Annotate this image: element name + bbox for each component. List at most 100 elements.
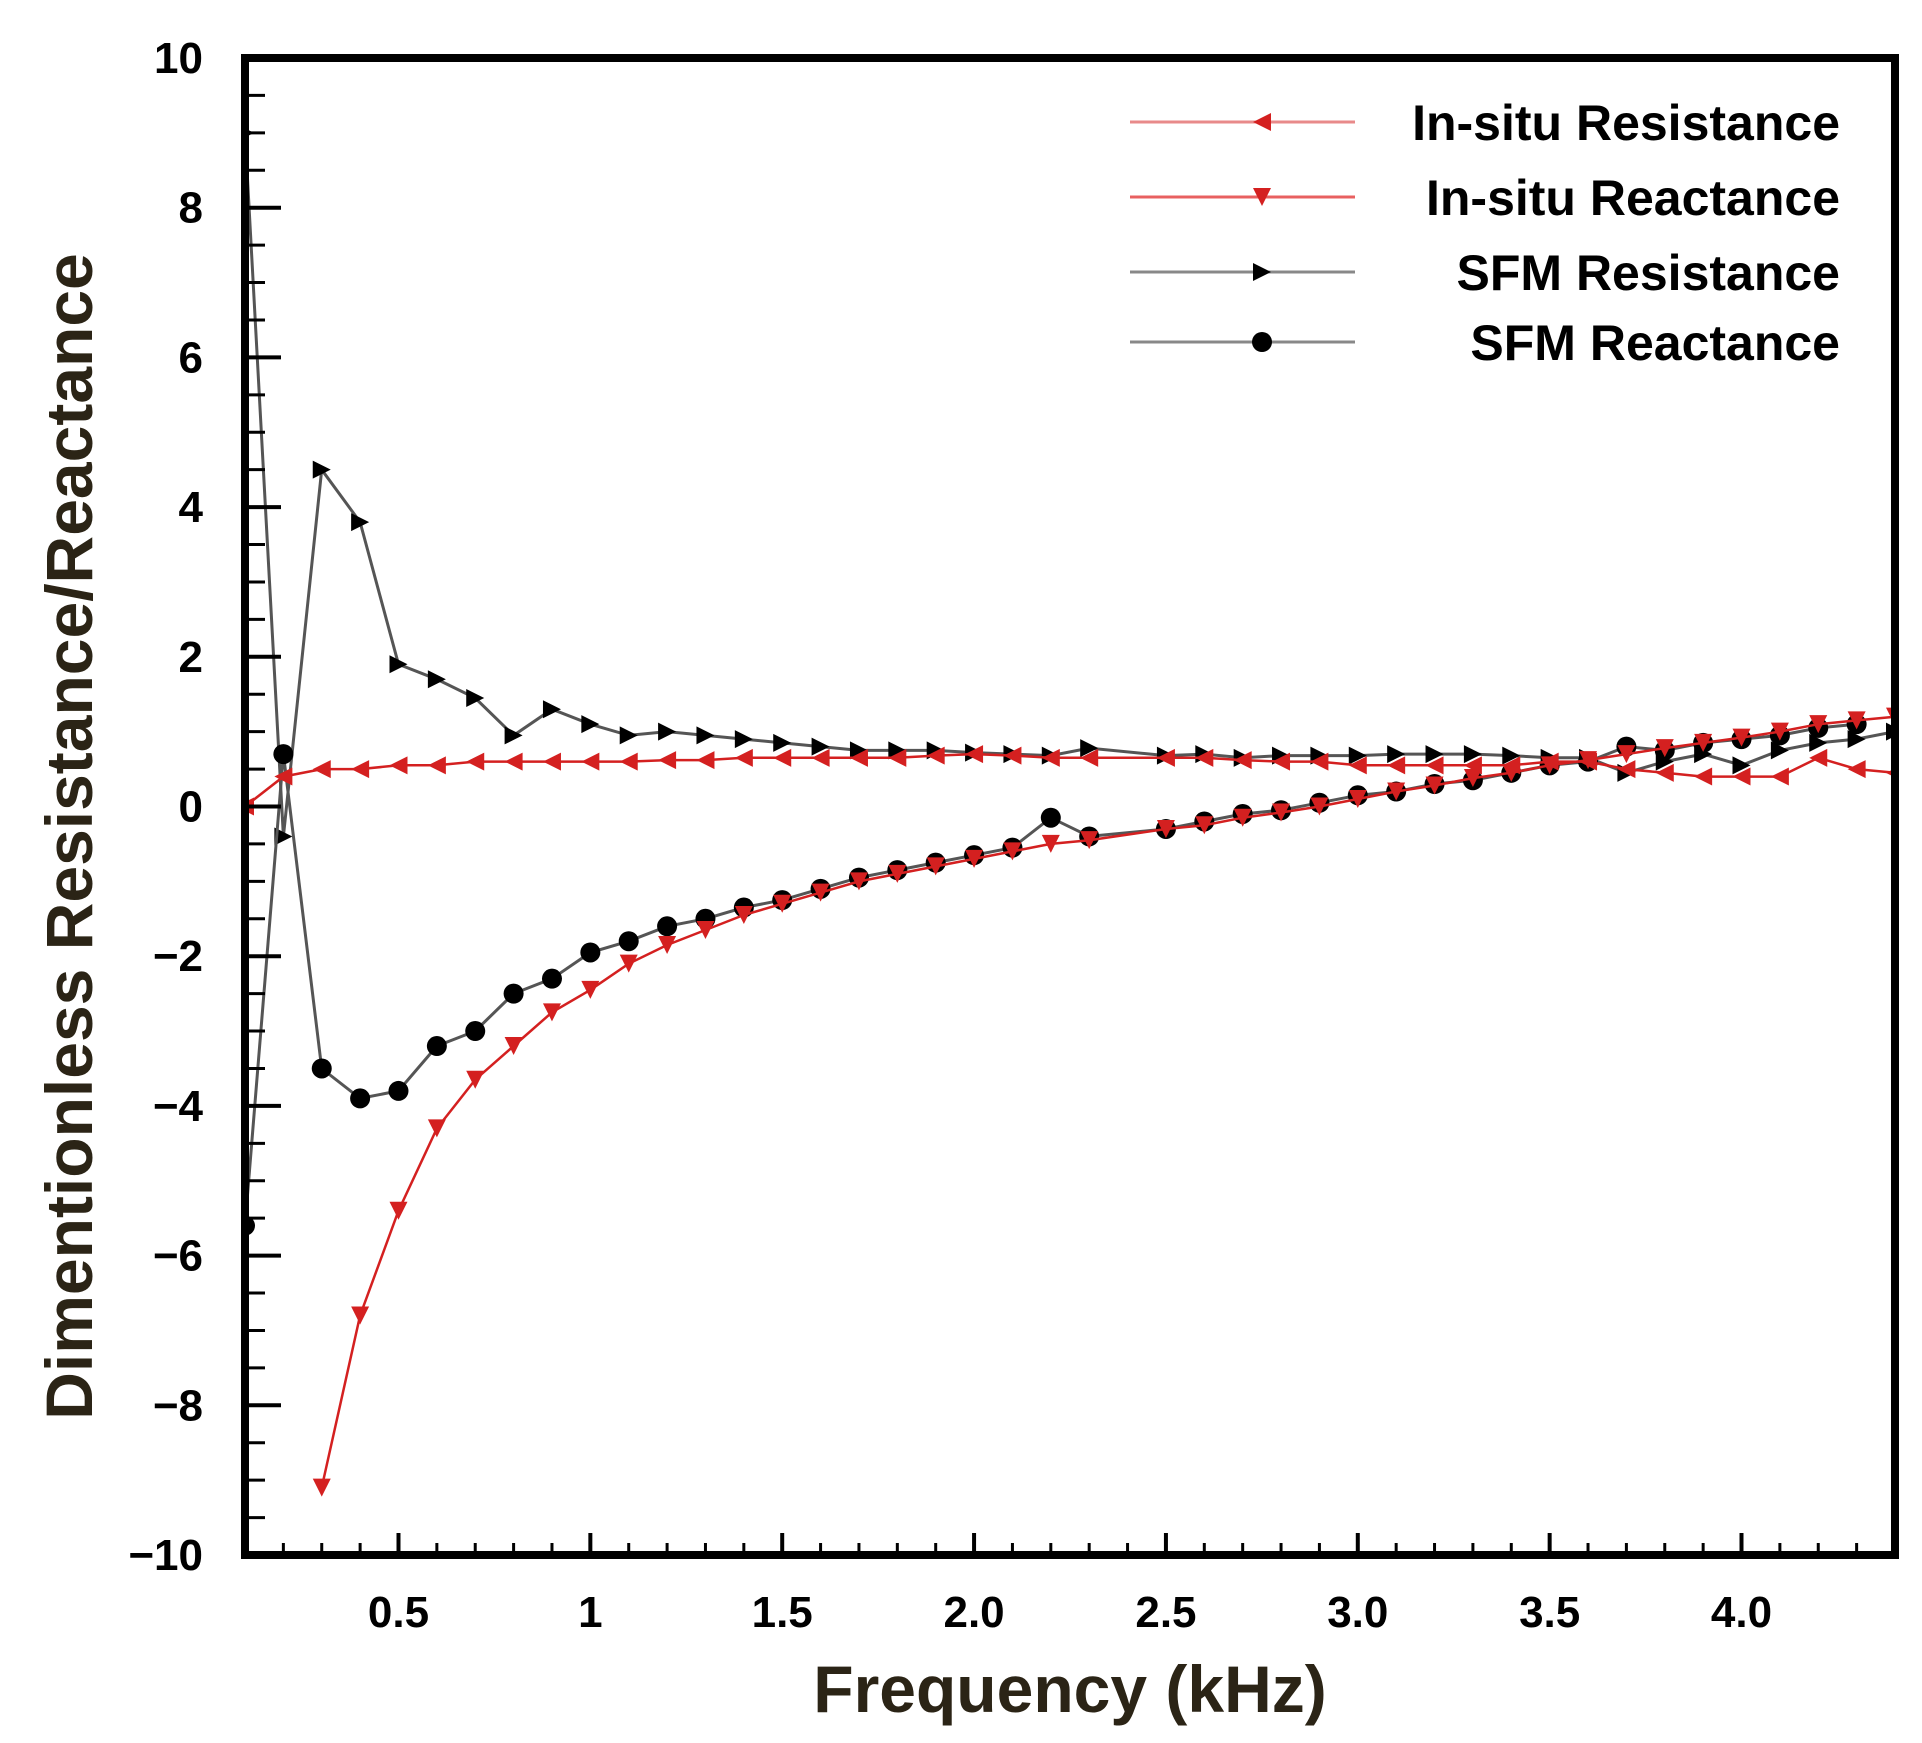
data-point-sfm-resistance: [773, 733, 792, 752]
data-point-sfm-resistance: [658, 722, 677, 741]
data-point-sfm-reactance: [541, 968, 562, 989]
data-point-sfm-reactance: [580, 942, 601, 963]
data-point-in-situ-reactance: [1272, 803, 1291, 822]
legend-label-sfm-resistance: SFM Resistance: [1457, 245, 1840, 301]
data-point-in-situ-resistance: [1732, 767, 1751, 786]
data-point-sfm-reactance: [350, 1088, 371, 1109]
data-point-sfm-resistance: [427, 670, 446, 689]
data-point-sfm-resistance: [888, 741, 907, 760]
data-point-sfm-resistance: [849, 741, 868, 760]
data-point-in-situ-resistance: [1847, 760, 1866, 779]
data-point-in-situ-resistance: [351, 760, 370, 779]
data-point-in-situ-resistance: [504, 752, 523, 771]
data-point-in-situ-resistance: [888, 748, 907, 767]
y-tick-label: 2: [179, 633, 203, 682]
x-tick-label: 0.5: [368, 1588, 429, 1637]
data-point-sfm-resistance: [274, 827, 293, 846]
data-point-in-situ-reactance: [581, 980, 600, 999]
x-axis: 0.5 1 1.5 2.0 2.5 3.0 3.5 4.0: [281, 1533, 1897, 1637]
data-point-in-situ-reactance: [1540, 756, 1559, 775]
y-axis-title: Dimentionless Resistance/Reactance: [32, 253, 106, 1420]
data-point-in-situ-resistance: [1770, 767, 1789, 786]
x-tick-label: 2.0: [943, 1588, 1004, 1637]
data-point-sfm-resistance: [1809, 733, 1828, 752]
data-point-in-situ-reactance: [1195, 816, 1214, 835]
legend-entry-in-situ-resistance: In-situ Resistance: [1130, 95, 1840, 151]
data-point-in-situ-resistance: [849, 748, 868, 767]
data-point-in-situ-resistance: [1003, 746, 1022, 765]
data-point-in-situ-reactance: [734, 906, 753, 925]
data-point-in-situ-reactance: [351, 1306, 370, 1325]
data-point-in-situ-resistance: [1080, 748, 1099, 767]
data-point-in-situ-reactance: [811, 883, 830, 902]
data-point-in-situ-resistance: [1348, 756, 1367, 775]
data-point-in-situ-reactance: [1041, 834, 1060, 853]
data-point-in-situ-resistance: [1233, 751, 1252, 770]
data-point-in-situ-reactance: [1233, 808, 1252, 827]
data-point-sfm-reactance: [311, 1058, 332, 1079]
data-point-sfm-resistance: [542, 700, 561, 719]
data-point-in-situ-reactance: [389, 1201, 408, 1220]
data-point-in-situ-reactance: [965, 849, 984, 868]
data-point-sfm-reactance: [388, 1080, 409, 1101]
data-point-in-situ-reactance: [888, 864, 907, 883]
data-point-sfm-reactance: [465, 1021, 486, 1042]
legend-label-in-situ-reactance: In-situ Reactance: [1426, 170, 1840, 226]
data-point-in-situ-resistance: [542, 752, 561, 771]
data-point-sfm-resistance: [734, 730, 753, 749]
data-point-in-situ-reactance: [1770, 722, 1789, 741]
data-point-in-situ-reactance: [1732, 728, 1751, 747]
legend-marker-sfm-reactance: [1252, 332, 1272, 352]
data-point-sfm-resistance: [581, 715, 600, 734]
y-tick-label: −4: [153, 1082, 204, 1131]
data-point-in-situ-reactance: [619, 954, 638, 973]
x-axis-title: Frequency (kHz): [813, 1652, 1326, 1726]
legend-entry-sfm-reactance: SFM Reactance: [1130, 315, 1840, 371]
data-point-in-situ-reactance: [542, 1003, 561, 1022]
data-point-in-situ-resistance: [1425, 756, 1444, 775]
data-point-in-situ-reactance: [1156, 819, 1175, 838]
data-point-in-situ-reactance: [1809, 715, 1828, 734]
y-tick-label: 10: [154, 34, 203, 83]
x-tick-label: 2.5: [1135, 1588, 1196, 1637]
data-point-sfm-resistance: [1425, 745, 1444, 764]
data-point-sfm-resistance: [1387, 745, 1406, 764]
y-tick-label: −8: [153, 1381, 203, 1430]
data-point-in-situ-resistance: [773, 748, 792, 767]
data-point-in-situ-reactance: [1502, 763, 1521, 782]
data-point-in-situ-reactance: [696, 921, 715, 940]
data-point-sfm-reactance: [657, 916, 678, 937]
data-point-sfm-resistance: [619, 726, 638, 745]
data-point-in-situ-resistance: [389, 756, 408, 775]
data-point-in-situ-resistance: [1809, 748, 1828, 767]
data-point-in-situ-reactance: [1617, 745, 1636, 764]
legend-label-sfm-reactance: SFM Reactance: [1470, 315, 1840, 371]
data-point-in-situ-reactance: [1348, 790, 1367, 809]
data-point-in-situ-resistance: [581, 752, 600, 771]
data-point-in-situ-reactance: [427, 1119, 446, 1138]
data-point-sfm-resistance: [389, 655, 408, 674]
data-point-sfm-resistance: [466, 688, 485, 707]
data-point-in-situ-resistance: [427, 756, 446, 775]
data-point-in-situ-resistance: [619, 752, 638, 771]
data-point-sfm-reactance: [618, 931, 639, 952]
y-tick-label: −10: [128, 1531, 203, 1580]
data-point-in-situ-resistance: [1272, 752, 1291, 771]
data-point-in-situ-reactance: [1694, 733, 1713, 752]
data-point-in-situ-reactance: [1579, 751, 1598, 770]
x-tick-label: 3.0: [1327, 1588, 1388, 1637]
data-point-sfm-reactance: [273, 744, 294, 765]
data-point-in-situ-reactance: [1080, 831, 1099, 850]
data-point-in-situ-resistance: [466, 752, 485, 771]
data-point-in-situ-resistance: [734, 748, 753, 767]
series-in-situ-reactance: [312, 707, 1895, 1497]
data-point-in-situ-resistance: [811, 748, 830, 767]
legend-entry-in-situ-reactance: In-situ Reactance: [1130, 170, 1840, 226]
data-point-in-situ-reactance: [1387, 782, 1406, 801]
data-point-in-situ-reactance: [849, 872, 868, 891]
y-tick-label: −6: [153, 1232, 203, 1281]
data-point-sfm-resistance: [1463, 745, 1482, 764]
data-point-in-situ-resistance: [1655, 763, 1674, 782]
